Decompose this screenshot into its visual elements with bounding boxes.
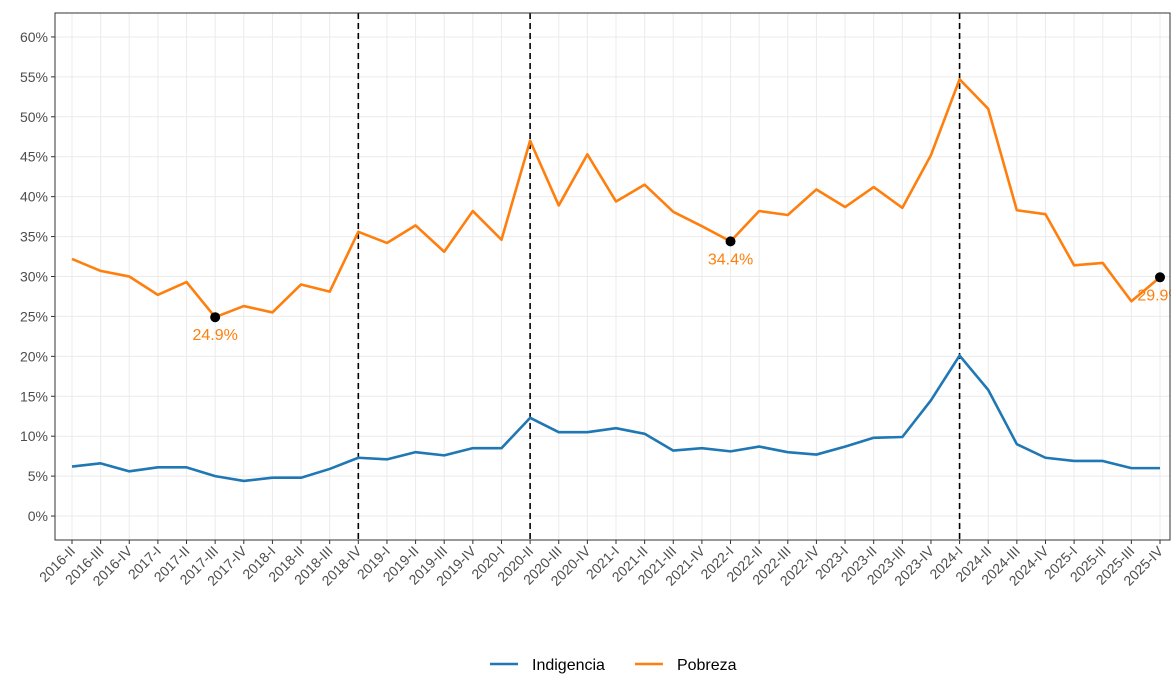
y-tick-label: 30% <box>20 269 48 285</box>
highlight-point <box>210 312 221 323</box>
y-tick-label: 0% <box>28 508 48 524</box>
series-line <box>71 77 1161 319</box>
y-tick-label: 5% <box>28 468 48 484</box>
annotation-label: 29.9% <box>1137 287 1171 304</box>
y-tick-label: 10% <box>20 428 48 444</box>
highlight-point <box>1155 272 1165 283</box>
legend-label: Pobreza <box>677 657 737 674</box>
y-tick-label: 40% <box>20 189 48 205</box>
legend-label: Indigencia <box>532 657 605 674</box>
series-line <box>71 354 1160 483</box>
y-tick-label: 50% <box>20 109 48 125</box>
y-tick-label: 20% <box>20 348 48 364</box>
annotation-label: 24.9% <box>192 327 237 344</box>
y-tick-label: 25% <box>20 308 48 324</box>
annotation-label: 34.4% <box>708 251 753 268</box>
y-tick-label: 55% <box>20 69 48 85</box>
y-tick-label: 35% <box>20 229 48 245</box>
y-tick-label: 15% <box>20 388 48 404</box>
plot-border <box>54 12 1171 541</box>
y-tick-label: 60% <box>20 29 48 45</box>
highlight-point <box>725 236 736 247</box>
legend: Indigencia Pobreza <box>490 657 737 674</box>
y-tick-label: 45% <box>20 149 48 165</box>
